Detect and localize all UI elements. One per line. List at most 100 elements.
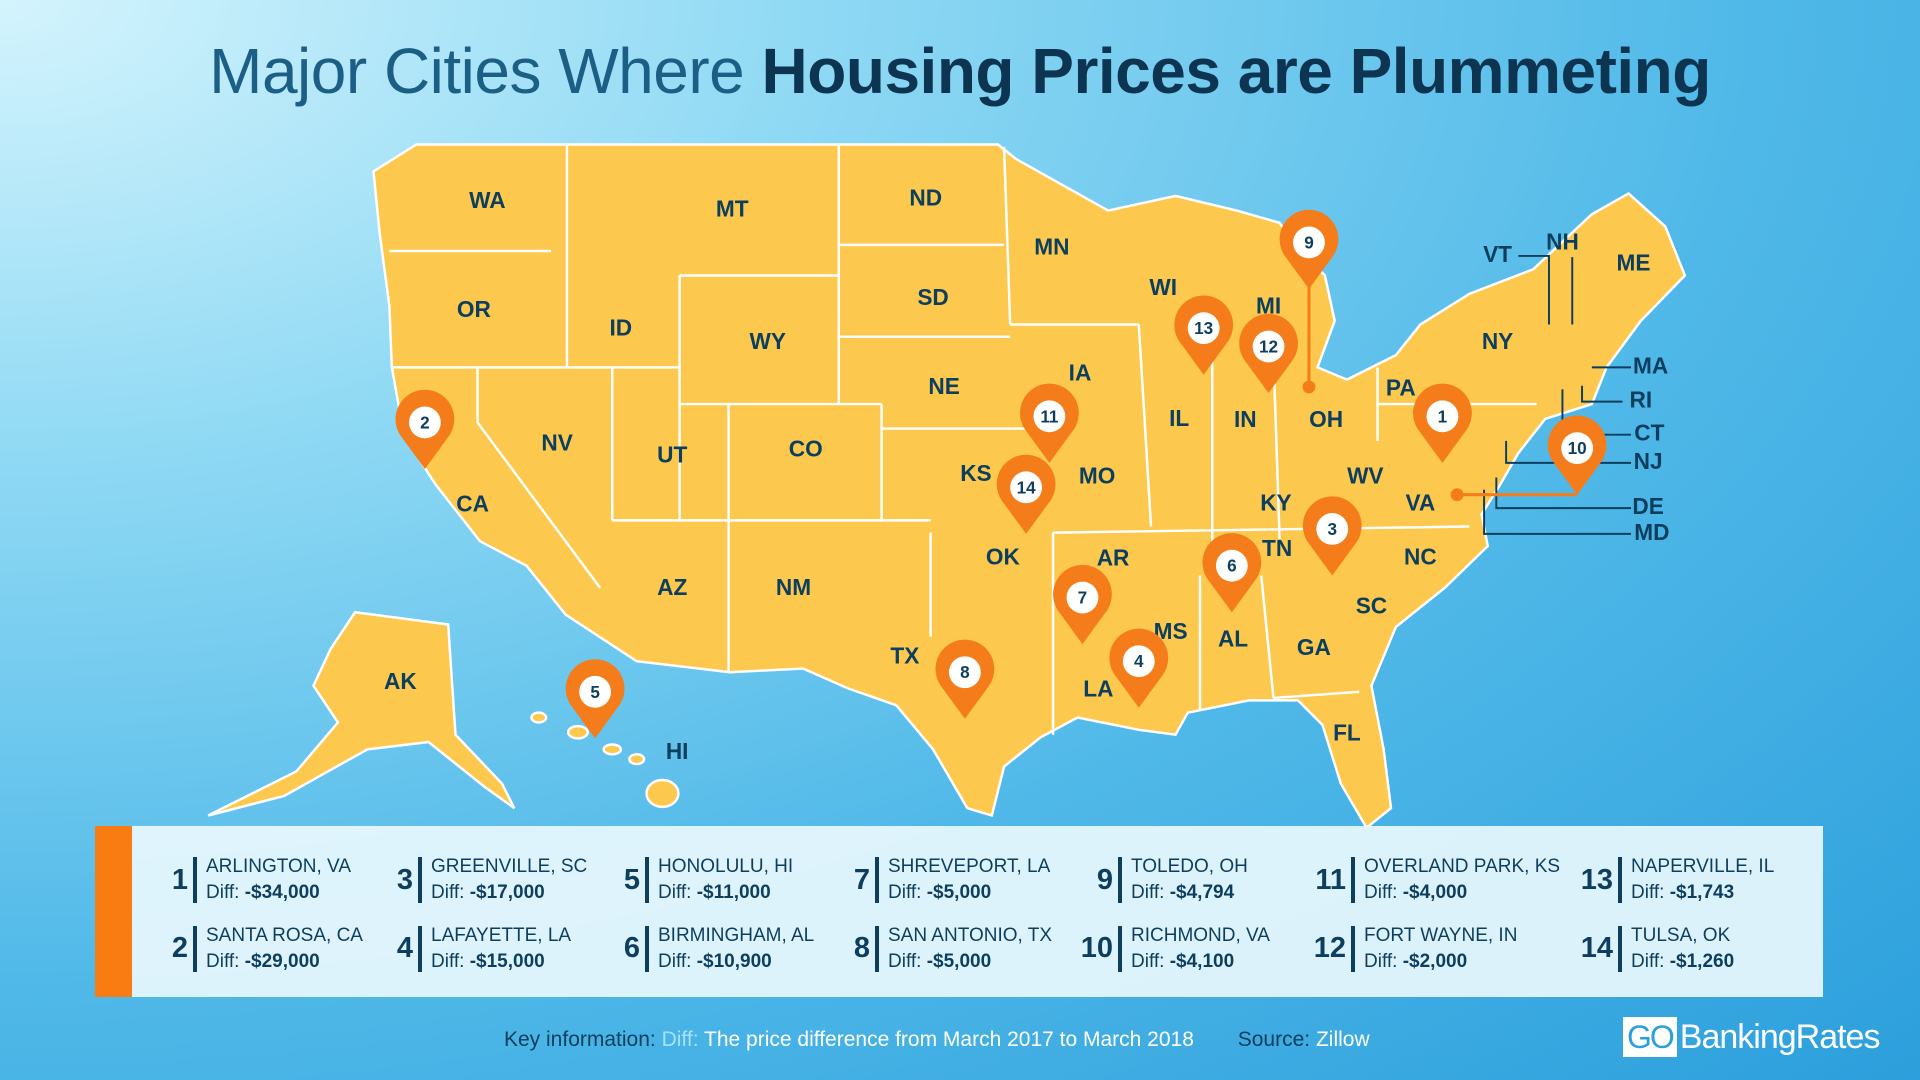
city-diff: Diff: -$2,000 [1364,949,1517,975]
pin-number: 4 [1134,651,1144,671]
divider [645,925,649,972]
map-pin-14[interactable]: 14 [996,454,1056,534]
city-info: LAFAYETTE, LA Diff: -$15,000 [431,923,571,975]
state-label-ut: UT [657,442,687,468]
city-diff: Diff: -$5,000 [888,880,1050,906]
rank: 1 [171,863,188,896]
divider [1351,857,1355,904]
diff-value: -$4,100 [1169,950,1235,972]
pin-number: 7 [1078,588,1088,608]
diff-value: -$4,000 [1402,882,1468,904]
divider [193,857,197,904]
map-pin-7[interactable]: 7 [1053,564,1112,645]
diff-label: Diff: [1364,882,1398,904]
map-pin-13[interactable]: 13 [1174,295,1234,375]
pin-number: 3 [1327,519,1337,539]
map-pin-1[interactable]: 1 [1413,383,1472,463]
city-diff: Diff: -$4,100 [1131,949,1270,975]
city-name: LAFAYETTE, LA [431,924,572,946]
city-name: SANTA ROSA, CA [206,924,363,946]
diff-value: -$34,000 [244,882,320,904]
pin-number: 8 [960,662,970,682]
divider [875,925,879,972]
diff-term: Diff: [661,1028,699,1051]
city-name: HONOLULU, HI [658,856,794,878]
pin-badge [408,406,441,439]
diff-label: Diff: [431,950,465,972]
diff-label: Diff: [1364,950,1398,972]
state-label-ny: NY [1482,328,1513,354]
state-label-ky: KY [1260,489,1291,515]
map-pin-11[interactable]: 11 [1020,383,1079,463]
legend-item: 3 GREENVILLE, SC Diff: -$17,000 [380,846,607,915]
state-label-wa: WA [469,187,505,213]
city-info: SANTA ROSA, CA Diff: -$29,000 [206,923,363,975]
state-label-al: AL [1218,625,1248,651]
source-label: Source: [1237,1028,1311,1051]
state-label-ri: RI [1629,387,1652,413]
gobankingrates-logo: GO BankingRates [1623,1017,1881,1057]
state-label-tn: TN [1262,535,1292,561]
state-label-la: LA [1083,676,1113,702]
legend-item: 5 HONOLULU, HI Diff: -$11,000 [607,846,837,915]
diff-label: Diff: [888,882,922,904]
city-info: BIRMINGHAM, AL Diff: -$10,900 [658,923,814,975]
state-label-me: ME [1616,249,1650,275]
map-pin-8[interactable]: 8 [935,639,995,719]
city-info: RICHMOND, VA Diff: -$4,100 [1131,923,1270,975]
legend-item: 12 FORT WAYNE, IN Diff: -$2,000 [1313,915,1580,984]
pin-number: 1 [1438,406,1448,426]
legend-item: 13 NAPERVILLE, IL Diff: -$1,743 [1580,846,1820,915]
divider [1118,925,1122,972]
divider [1351,925,1355,972]
legend-item: 9 TOLEDO, OH Diff: -$4,794 [1080,846,1313,915]
diff-definition: The price difference from March 2017 to … [704,1028,1194,1051]
rank: 4 [396,932,413,965]
map-pin-12[interactable]: 12 [1239,313,1298,394]
state-label-va: VA [1406,489,1436,515]
city-info: GREENVILLE, SC Diff: -$17,000 [431,854,587,906]
city-legend: 1 ARLINGTON, VA Diff: -$34,000 2 SANTA ROSA,… [95,826,1823,997]
pin-badge [1010,471,1043,504]
pin-badge [1033,400,1066,433]
state-label-fl: FL [1333,720,1361,746]
rank: 12 [1313,932,1346,965]
state-label-az: AZ [657,574,687,600]
diff-value: -$2,000 [1402,950,1468,972]
state-label-ia: IA [1069,360,1092,386]
city-info: OVERLAND PARK, KS Diff: -$4,000 [1364,854,1560,906]
state-label-sc: SC [1356,592,1387,618]
map-pin-2[interactable]: 2 [395,389,455,469]
state-label-ks: KS [960,460,991,486]
state-label-nv: NV [541,429,572,455]
legend-item: 1 ARLINGTON, VA Diff: -$34,000 [155,846,380,915]
city-info: TULSA, OK Diff: -$1,260 [1631,923,1734,975]
rank: 14 [1580,932,1613,965]
logo-go: GO [1623,1017,1677,1057]
state-label-hi: HI [666,738,689,764]
city-diff: Diff: -$1,743 [1631,880,1774,906]
state-label-wy: WY [750,328,786,354]
city-info: ARLINGTON, VA Diff: -$34,000 [206,854,351,906]
alaska [207,610,516,817]
state-label-mt: MT [716,196,749,222]
city-diff: Diff: -$4,000 [1364,880,1560,906]
state-label-de: DE [1632,493,1663,519]
state-label-ma: MA [1633,352,1668,378]
map-pin-9[interactable]: 9 [1279,209,1339,289]
city-name: TULSA, OK [1631,924,1731,946]
state-label-ok: OK [986,543,1021,569]
logo-name: BankingRates [1679,1017,1881,1056]
state-label-nj: NJ [1634,448,1663,474]
map-pin-6[interactable]: 6 [1202,533,1262,613]
map-pin-5[interactable]: 5 [565,659,625,739]
map-pin-10[interactable]: 10 [1547,415,1607,495]
hawaii [530,711,680,809]
state-label-il: IL [1169,405,1189,431]
divider [1618,857,1622,904]
map-pin-4[interactable]: 4 [1109,628,1169,708]
state-label-ct: CT [1634,420,1664,446]
legend-item: 7 SHREVEPORT, LA Diff: -$5,000 [837,846,1080,915]
legend-item: 10 RICHMOND, VA Diff: -$4,100 [1080,915,1313,984]
map-pin-3[interactable]: 3 [1302,496,1362,576]
